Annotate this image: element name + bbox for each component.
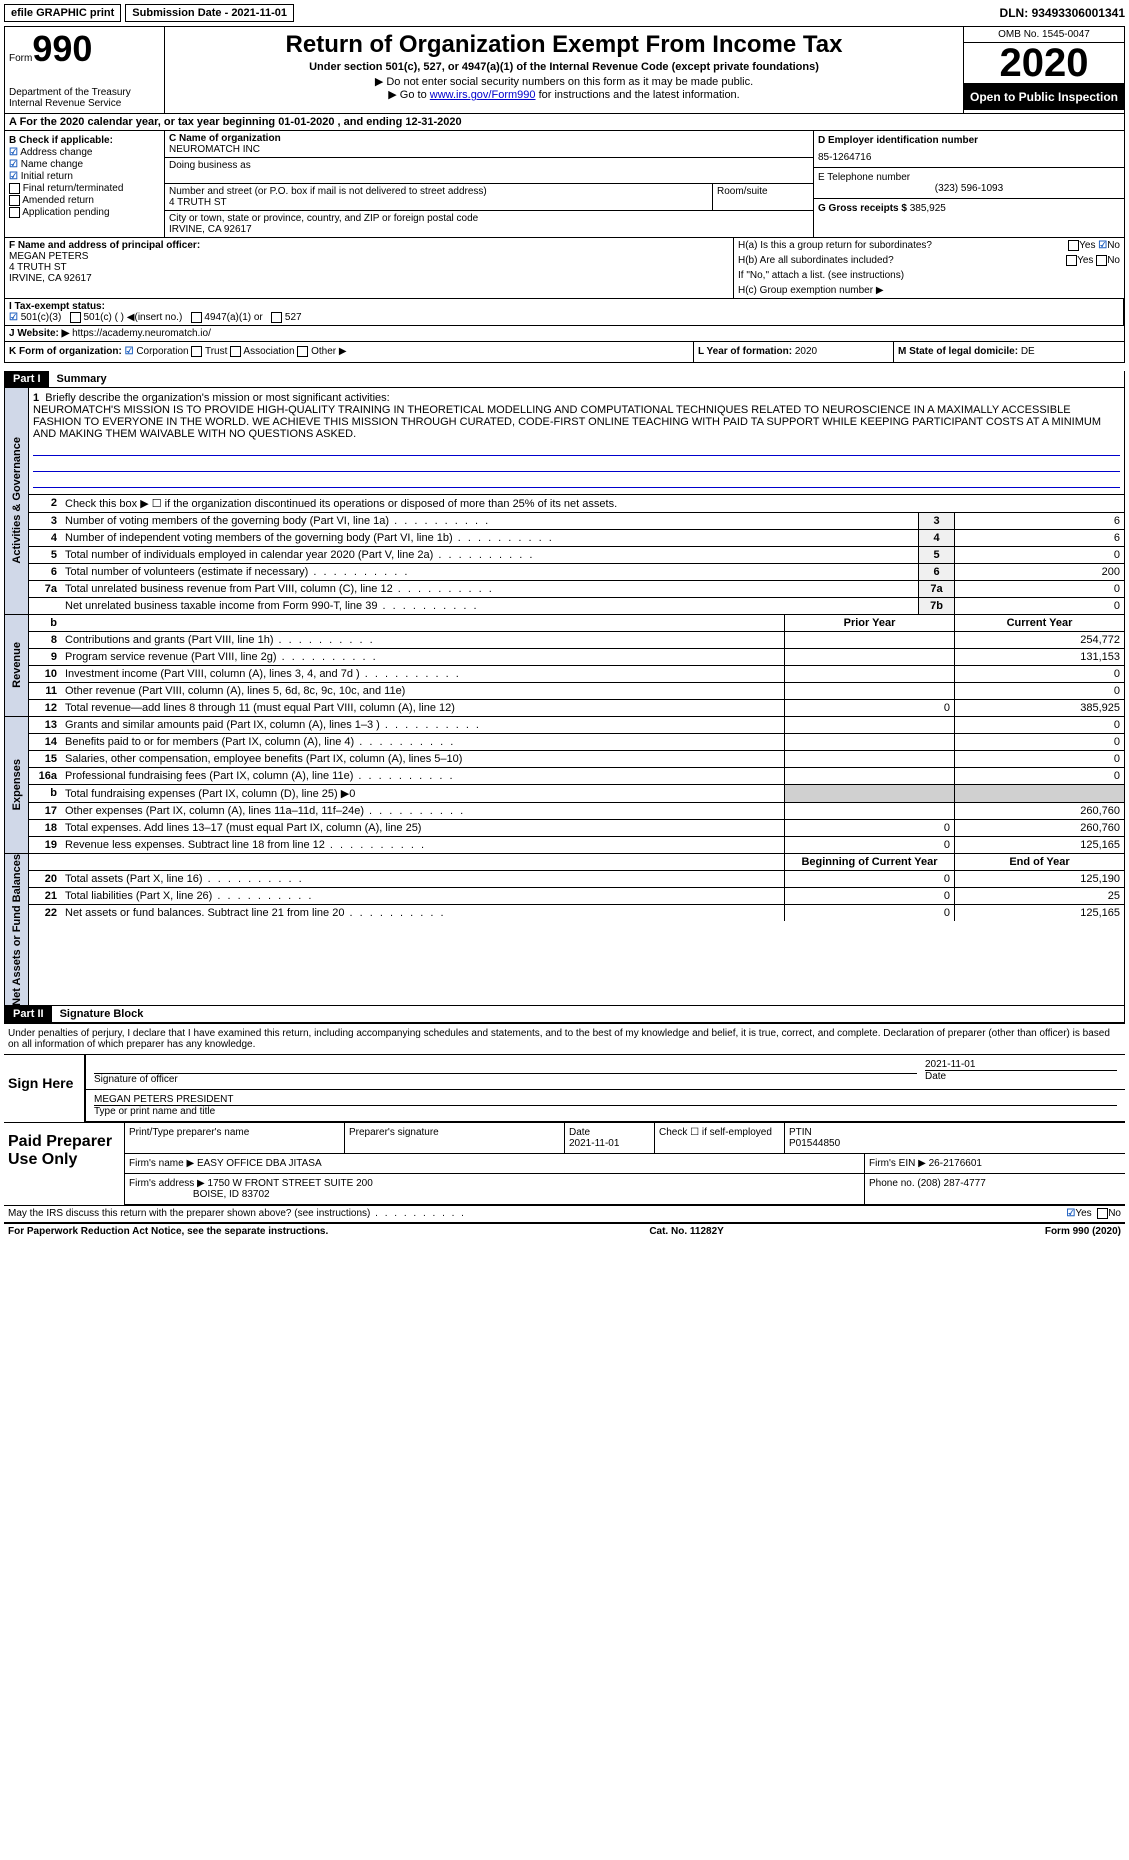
main-title: Return of Organization Exempt From Incom… <box>173 31 955 59</box>
subtitle: Under section 501(c), 527, or 4947(a)(1)… <box>173 61 955 73</box>
row-a-tax-year: A For the 2020 calendar year, or tax yea… <box>4 114 1125 131</box>
part1-title: Summary <box>49 371 115 387</box>
dept-treasury: Department of the Treasury Internal Reve… <box>9 87 160 109</box>
side-expenses: Expenses <box>5 717 29 853</box>
dln: DLN: 93493306001341 <box>1000 6 1125 20</box>
tax-year: 2020 <box>964 43 1124 84</box>
form-number: 990 <box>32 28 92 69</box>
part2-title: Signature Block <box>52 1006 152 1022</box>
irs-link[interactable]: www.irs.gov/Form990 <box>430 89 536 101</box>
footer: For Paperwork Reduction Act Notice, see … <box>4 1222 1125 1239</box>
part2-header: Part II <box>5 1006 52 1022</box>
side-revenue: Revenue <box>5 615 29 716</box>
row-j-website: J Website: ▶ https://academy.neuromatch.… <box>4 326 1125 342</box>
side-netassets: Net Assets or Fund Balances <box>5 854 29 1006</box>
goto-instruction: ▶ Go to www.irs.gov/Form990 for instruct… <box>173 88 955 101</box>
col-h-group: H(a) Is this a group return for subordin… <box>734 238 1124 298</box>
efile-print-button[interactable]: efile GRAPHIC print <box>4 4 121 22</box>
ssn-warning: ▶ Do not enter social security numbers o… <box>173 75 955 88</box>
row-k-form-org: K Form of organization: ☑ Corporation Tr… <box>4 342 1125 362</box>
discuss-row: May the IRS discuss this return with the… <box>4 1205 1125 1221</box>
part1-header: Part I <box>5 371 49 387</box>
col-b-checkboxes: B Check if applicable: ☑ Address change … <box>5 131 165 237</box>
row-i-tax-status: I Tax-exempt status: ☑ 501(c)(3) 501(c) … <box>5 299 1124 325</box>
form-header: Form990 Department of the Treasury Inter… <box>4 26 1125 114</box>
submission-date-button[interactable]: Submission Date - 2021-11-01 <box>125 4 294 22</box>
col-c-org-info: C Name of organization NEUROMATCH INC Do… <box>165 131 814 237</box>
col-d-ein: D Employer identification number 85-1264… <box>814 131 1124 237</box>
side-governance: Activities & Governance <box>5 388 29 614</box>
preparer-section: Paid Preparer Use Only Print/Type prepar… <box>4 1122 1125 1205</box>
mission-text: NEUROMATCH'S MISSION IS TO PROVIDE HIGH-… <box>33 404 1101 440</box>
form-label: Form <box>9 53 32 64</box>
open-public: Open to Public Inspection <box>964 84 1124 110</box>
col-f-officer: F Name and address of principal officer:… <box>5 238 734 298</box>
declaration-text: Under penalties of perjury, I declare th… <box>4 1023 1125 1054</box>
top-bar: efile GRAPHIC print Submission Date - 20… <box>4 4 1125 22</box>
sign-section: Sign Here Signature of officer 2021-11-0… <box>4 1054 1125 1122</box>
